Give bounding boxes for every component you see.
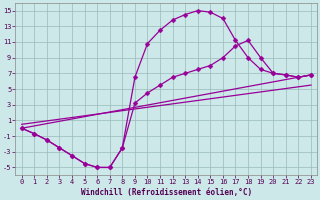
X-axis label: Windchill (Refroidissement éolien,°C): Windchill (Refroidissement éolien,°C) — [81, 188, 252, 197]
